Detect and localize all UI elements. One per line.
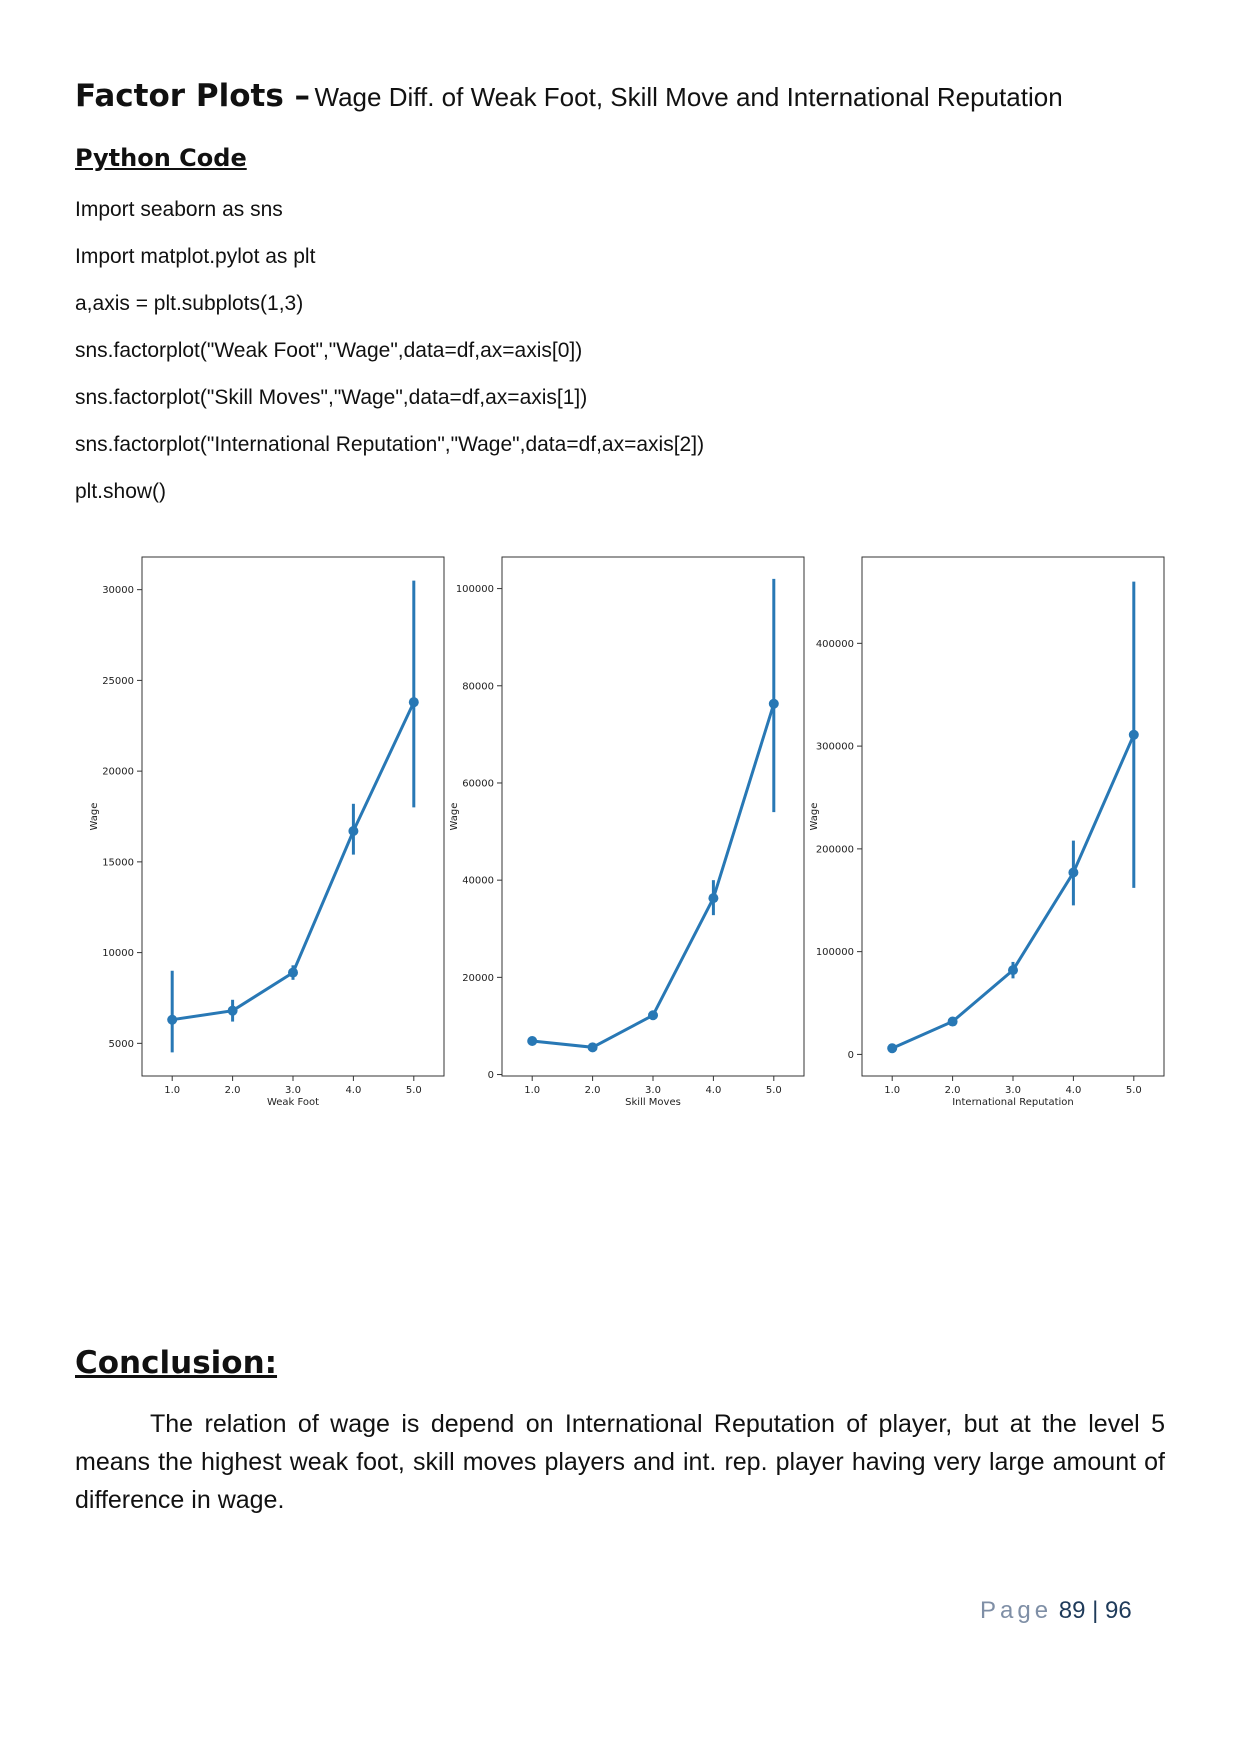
y-axis-label: Wage [809, 803, 820, 831]
data-point [768, 698, 779, 709]
y-tick-label: 15000 [102, 857, 134, 868]
x-tick-label: 1.0 [524, 1085, 540, 1096]
code-line: sns.factorplot("Weak Foot","Wage",data=d… [75, 339, 583, 362]
data-point [227, 1005, 238, 1016]
factor-plot-1: 5000 10000 15000 20000 25000 30000 1.0 2.0 3.0 4.… [89, 556, 445, 1108]
y-tick-label: 100000 [816, 947, 854, 958]
page-word: Page [980, 1597, 1053, 1624]
code-line: Import matplot.pylot as plt [75, 245, 316, 268]
code-line: sns.factorplot("International Reputation… [75, 433, 705, 456]
y-tick-label: 200000 [816, 844, 854, 855]
y-tick-label: 20000 [102, 767, 134, 778]
data-point [1068, 867, 1079, 878]
data-point [348, 826, 359, 837]
factor-plot-2: 0 20000 40000 60000 80000 100000 1.0 2.0 3.0 4.0 5… [449, 556, 805, 1108]
code-line: Import seaborn as sns [75, 198, 283, 221]
y-tick-label: 60000 [462, 778, 494, 789]
plot-frame [141, 556, 445, 1077]
data-point [947, 1016, 958, 1027]
factor-plot-3: 0 100000 200000 300000 400000 1.0 2.0 3.0 4.0 5.0… [809, 556, 1165, 1108]
y-tick-label: 25000 [102, 676, 134, 687]
page-footer: Page 89 | 96 [980, 1597, 1132, 1625]
code-heading: Python Code [75, 144, 247, 172]
y-tick-label: 0 [488, 1070, 494, 1081]
data-point [887, 1043, 898, 1054]
x-tick-label: 2.0 [585, 1085, 601, 1096]
x-tick-label: 2.0 [225, 1085, 241, 1096]
y-tick-label: 400000 [816, 639, 854, 650]
x-tick-label: 4.0 [705, 1085, 721, 1096]
y-tick-label: 100000 [456, 584, 494, 595]
x-tick-label: 5.0 [766, 1085, 782, 1096]
x-tick-label: 4.0 [1065, 1085, 1081, 1096]
code-line: plt.show() [75, 480, 167, 503]
series-line [891, 734, 1136, 1050]
series-line [532, 703, 776, 1049]
y-tick-label: 40000 [462, 876, 494, 887]
data-point [648, 1010, 658, 1021]
plot-frame [861, 556, 1165, 1077]
page-heading: Factor Plots – Wage Diff. of Weak Foot, … [75, 78, 1063, 114]
y-tick-label: 300000 [816, 742, 854, 753]
x-tick-label: 1.0 [884, 1085, 900, 1096]
data-point [288, 967, 298, 978]
code-line: a,axis = plt.subplots(1,3) [75, 292, 304, 315]
data-point [408, 697, 419, 708]
data-point [708, 893, 719, 904]
y-axis-label: Wage [89, 803, 100, 831]
x-tick-label: 3.0 [285, 1085, 301, 1096]
code-block: Import seaborn as sns Import matplot.pyl… [75, 197, 704, 526]
y-tick-label: 10000 [102, 948, 134, 959]
page-number: 89 | 96 [1058, 1597, 1132, 1624]
x-tick-label: 1.0 [164, 1085, 180, 1096]
y-tick-label: 5000 [109, 1039, 134, 1050]
x-axis-label: Weak Foot [267, 1097, 319, 1108]
x-tick-label: 5.0 [406, 1085, 422, 1096]
x-tick-label: 4.0 [345, 1085, 361, 1096]
data-point [1008, 965, 1018, 976]
x-axis-label: International Reputation [952, 1097, 1074, 1108]
code-line: sns.factorplot("Skill Moves","Wage",data… [75, 386, 588, 409]
x-tick-label: 3.0 [1005, 1085, 1021, 1096]
plot-frame [501, 556, 805, 1077]
data-point [1128, 729, 1139, 740]
y-tick-label: 0 [848, 1050, 854, 1061]
x-tick-label: 5.0 [1126, 1085, 1142, 1096]
data-point [587, 1042, 598, 1053]
factor-plots-figure: 5000 10000 15000 20000 25000 30000 1.0 2.0 3.0 4.… [89, 556, 1165, 1108]
y-axis-label: Wage [449, 803, 460, 831]
heading-sub: Wage Diff. of Weak Foot, Skill Move and … [314, 82, 1063, 112]
data-point [167, 1014, 178, 1025]
y-tick-label: 80000 [462, 681, 494, 692]
conclusion-text: The relation of wage is depend on Intern… [75, 1410, 1165, 1514]
conclusion-heading: Conclusion: [75, 1345, 278, 1381]
y-tick-label: 20000 [462, 973, 494, 984]
heading-main: Factor Plots – [75, 78, 311, 114]
x-axis-label: Skill Moves [625, 1097, 681, 1108]
y-tick-label: 30000 [102, 585, 134, 596]
x-tick-label: 2.0 [945, 1085, 961, 1096]
data-point [527, 1036, 538, 1047]
x-tick-label: 3.0 [645, 1085, 661, 1096]
